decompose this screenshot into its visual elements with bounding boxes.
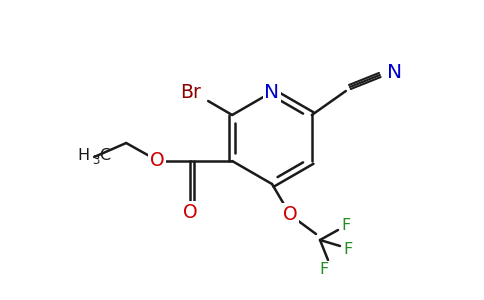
Text: N: N (264, 82, 280, 101)
Text: N: N (387, 64, 402, 83)
Text: F: F (343, 242, 353, 257)
Text: F: F (341, 218, 350, 233)
Text: F: F (319, 262, 329, 278)
Text: O: O (150, 151, 165, 169)
Text: O: O (183, 202, 197, 221)
Text: C: C (99, 148, 110, 164)
Text: 3: 3 (92, 154, 100, 167)
Text: Br: Br (180, 83, 200, 103)
Text: O: O (283, 205, 297, 224)
Text: H: H (77, 148, 89, 164)
